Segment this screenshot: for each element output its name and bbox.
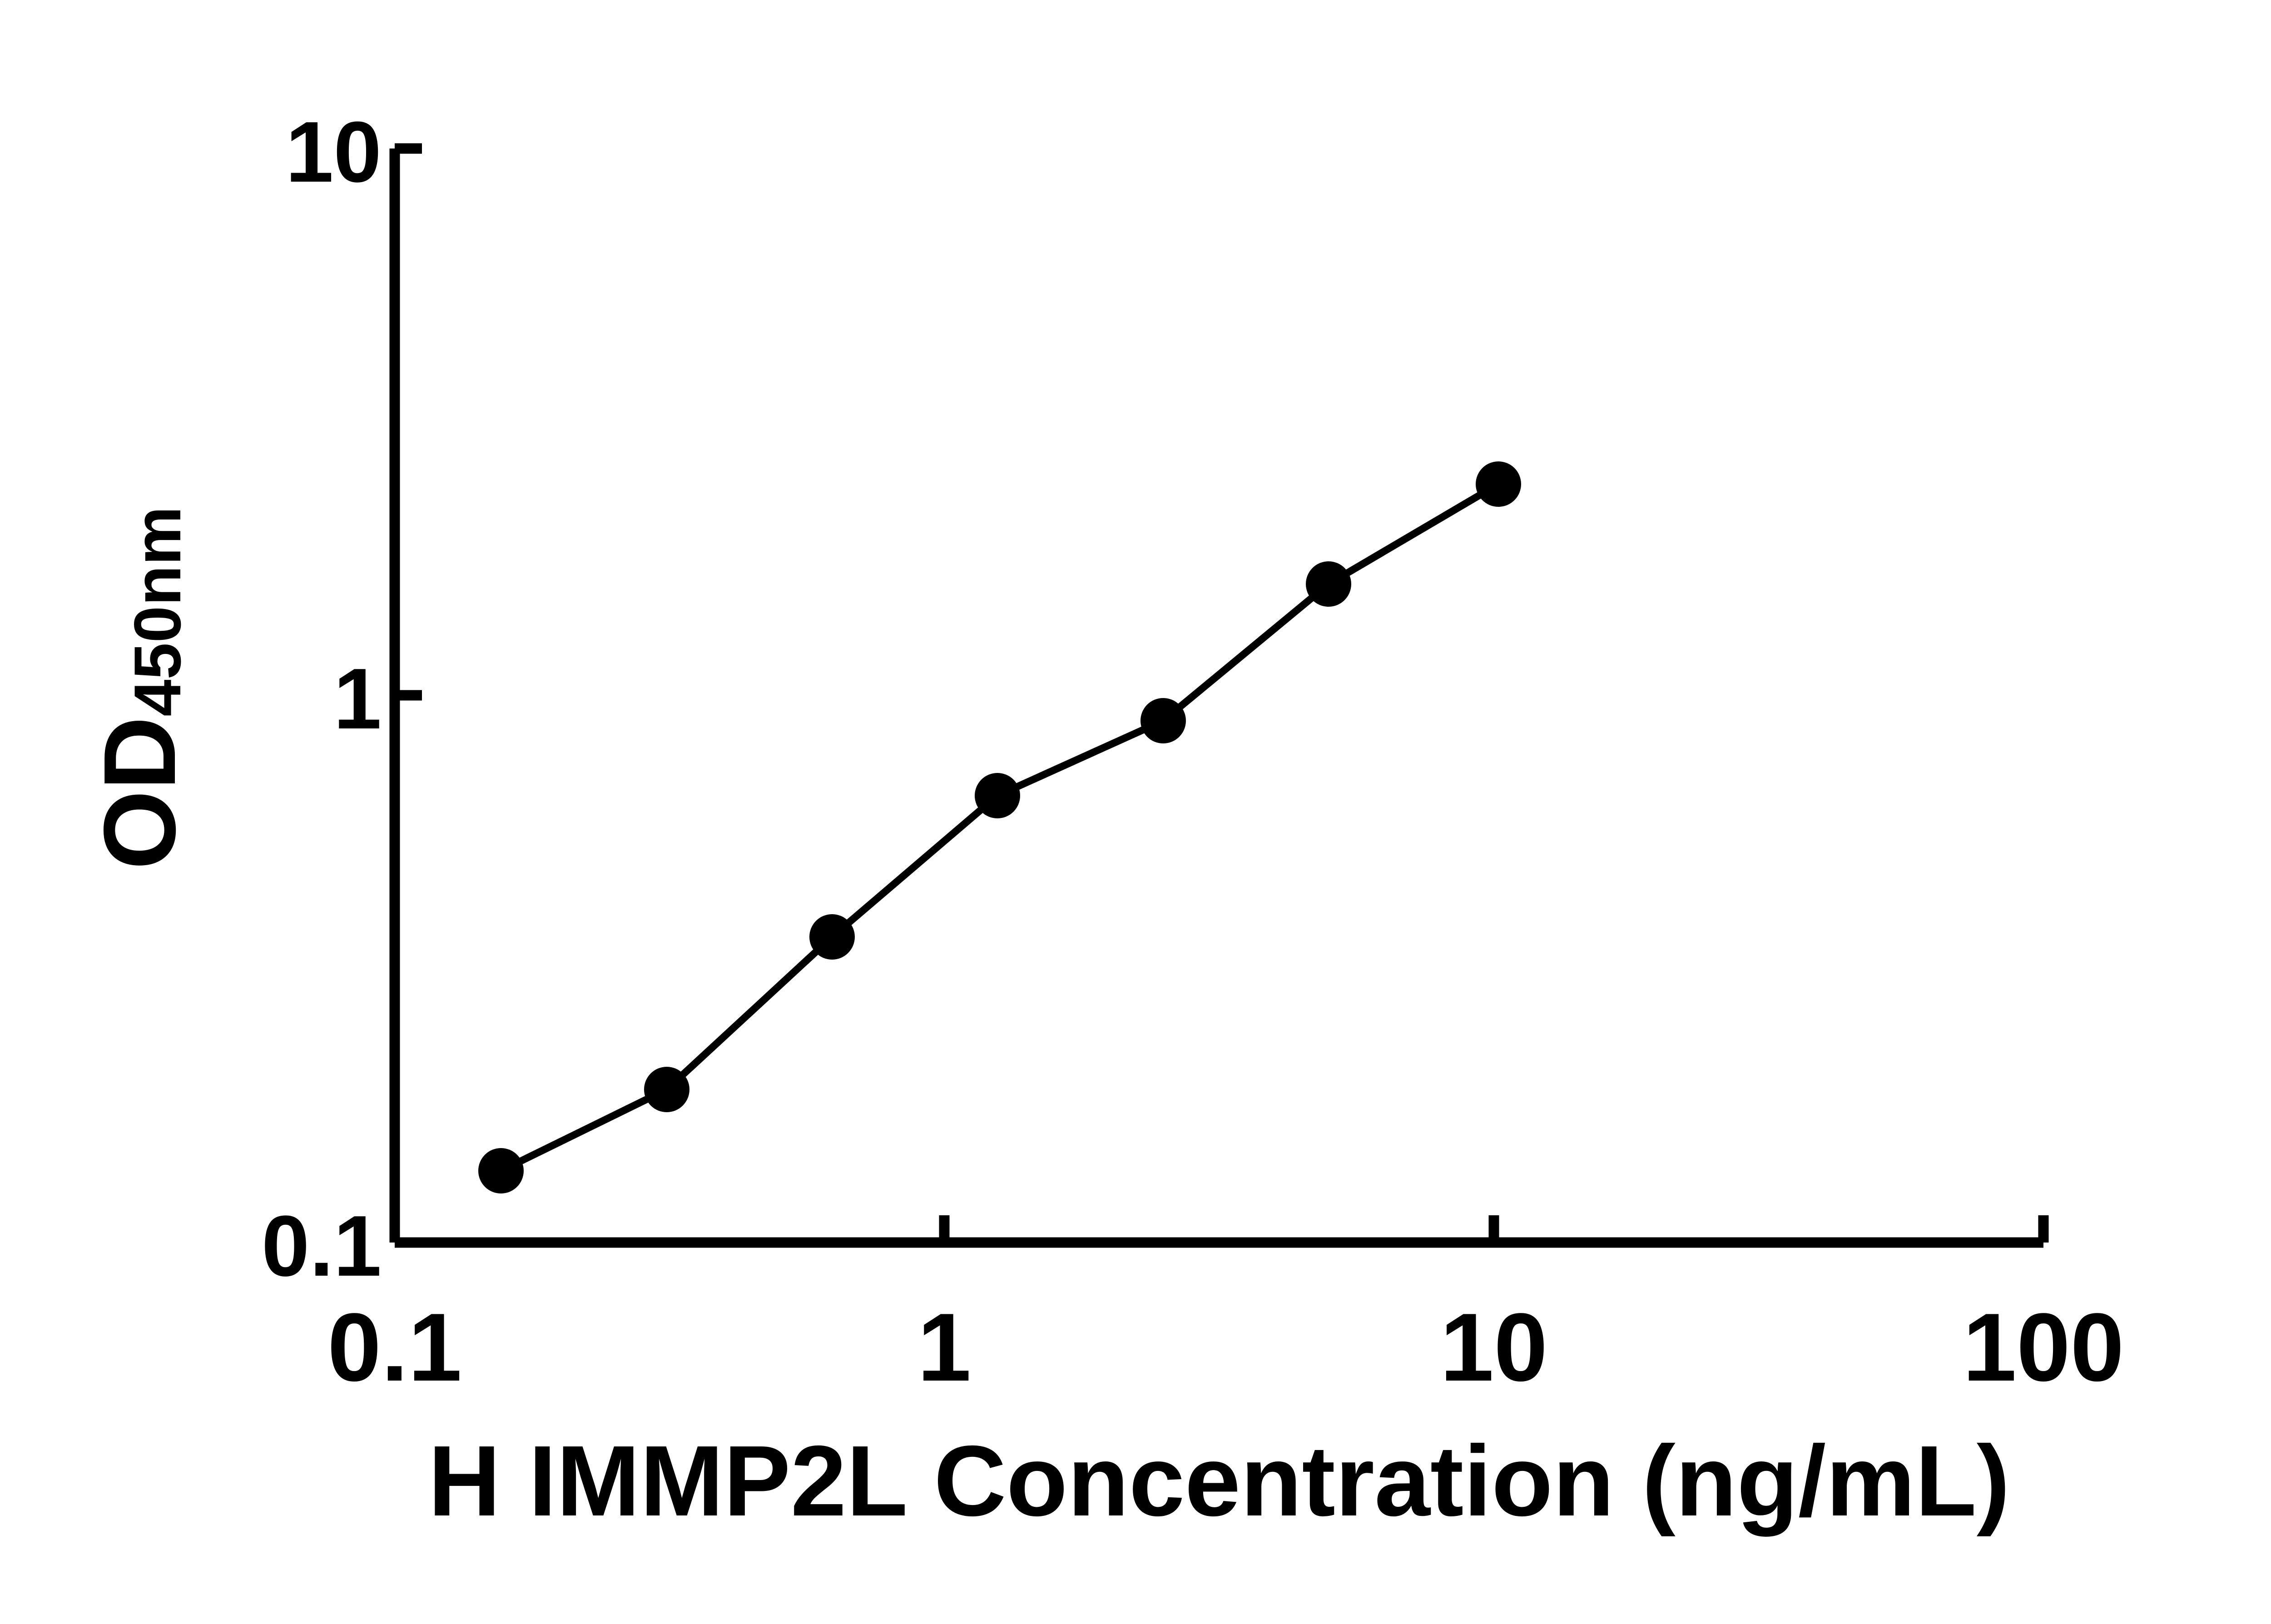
svg-text:H IMMP2L Concentration (ng/mL): H IMMP2L Concentration (ng/mL) bbox=[428, 1425, 2010, 1537]
svg-text:100: 100 bbox=[1963, 1293, 2124, 1401]
svg-text:10: 10 bbox=[1440, 1293, 1548, 1401]
svg-text:1: 1 bbox=[333, 651, 382, 747]
svg-text:0.1: 0.1 bbox=[262, 1198, 382, 1294]
svg-text:1: 1 bbox=[917, 1293, 971, 1401]
svg-text:10: 10 bbox=[286, 104, 382, 200]
svg-text:0.1: 0.1 bbox=[327, 1293, 462, 1401]
